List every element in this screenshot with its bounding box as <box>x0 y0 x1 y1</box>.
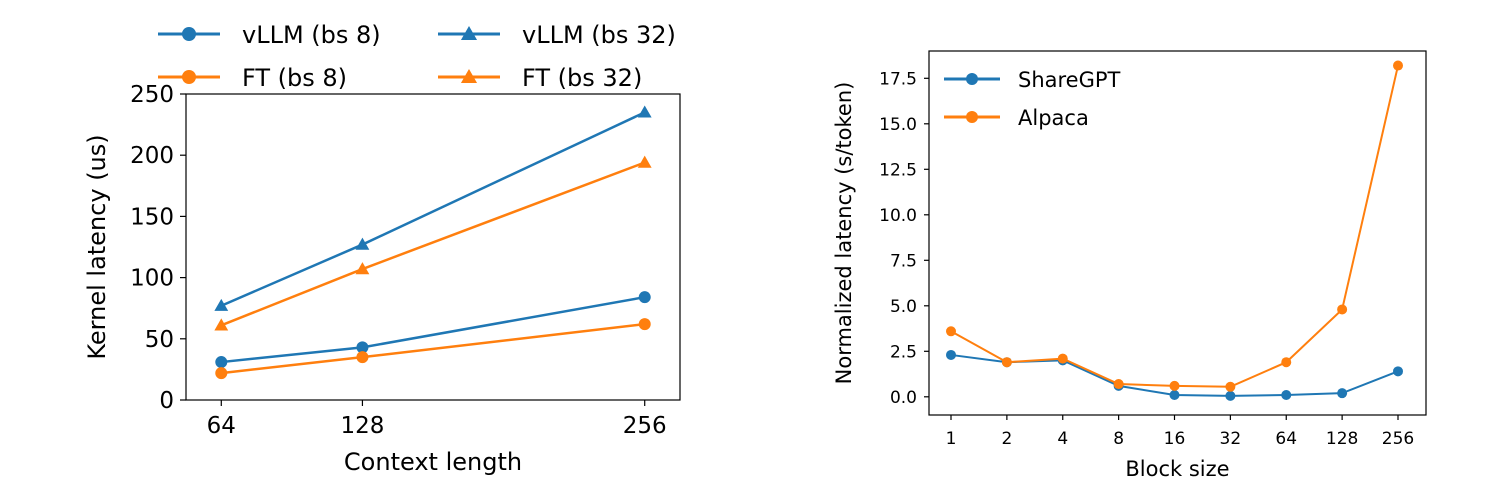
data-point <box>1001 357 1012 368</box>
y-tick-label: 5.0 <box>890 297 917 317</box>
legend-label: FT (bs 8) <box>242 64 347 92</box>
legend-marker <box>182 70 196 84</box>
x-axis-label: Context length <box>344 448 522 476</box>
y-tick-label: 200 <box>130 143 174 169</box>
legend-label: vLLM (bs 8) <box>242 21 381 49</box>
y-tick-label: 15.0 <box>879 115 917 135</box>
x-tick-label: 4 <box>1057 429 1068 449</box>
data-point <box>1393 366 1403 377</box>
plot-frame <box>185 93 681 401</box>
plot-frame <box>928 50 1427 416</box>
x-tick-label: 1 <box>946 429 957 449</box>
series-line <box>221 295 645 364</box>
data-point <box>1113 379 1124 390</box>
series-line <box>221 322 645 375</box>
data-point <box>1169 389 1180 400</box>
data-point <box>355 262 370 275</box>
data-point <box>638 291 651 304</box>
data-point <box>1393 60 1403 71</box>
legend-label: vLLM (bs 32) <box>522 21 676 49</box>
y-tick-label: 250 <box>130 82 174 108</box>
x-tick-label: 64 <box>1275 429 1297 449</box>
series-line <box>220 161 646 327</box>
data-point <box>946 326 956 337</box>
data-point <box>355 237 370 250</box>
y-tick-label: 7.5 <box>890 251 917 271</box>
data-point <box>356 341 369 354</box>
x-tick-label: 64 <box>207 413 236 439</box>
data-point <box>1337 388 1348 399</box>
y-tick-label: 12.5 <box>879 160 917 180</box>
y-tick-label: 50 <box>145 327 174 353</box>
data-point <box>1337 304 1348 315</box>
x-axis-label: Block size <box>1125 457 1229 481</box>
legend-marker <box>460 68 478 84</box>
data-point <box>215 356 228 369</box>
chart-normalized-latency: 0.0 2.5 5.0 7.5 10.0 12.5 15.0 17.5 1 2 4 8 16 32 64 12… <box>832 50 1427 481</box>
data-point <box>356 351 369 364</box>
y-tick-label: 0.0 <box>890 388 917 408</box>
legend-label: FT (bs 32) <box>522 64 642 92</box>
chart-kernel-latency: 0 50 100 150 200 250 64 128 256 Context length Ker… <box>83 21 681 476</box>
legend-label: ShareGPT <box>1018 68 1121 92</box>
data-point <box>637 155 652 168</box>
data-point <box>946 349 956 360</box>
y-tick-label: 0 <box>159 388 174 414</box>
legend-marker <box>182 27 196 41</box>
data-point <box>214 318 229 331</box>
x-tick-label: 16 <box>1164 429 1186 449</box>
legend-marker <box>966 73 978 85</box>
y-tick-label: 100 <box>130 266 174 292</box>
data-point <box>1281 357 1292 368</box>
data-point <box>1225 390 1236 401</box>
data-point <box>214 298 229 311</box>
x-tick-label: 256 <box>1382 429 1414 449</box>
legend-marker <box>460 25 478 41</box>
y-tick-label: 10.0 <box>879 206 917 226</box>
legend-label: Alpaca <box>1018 106 1089 130</box>
x-tick-label: 128 <box>340 413 384 439</box>
y-tick-label: 150 <box>130 204 174 230</box>
data-point <box>638 318 651 331</box>
x-tick-label: 128 <box>1326 429 1358 449</box>
data-point <box>1225 381 1236 392</box>
y-axis-label: Normalized latency (s/token) <box>832 82 856 385</box>
y-axis-label: Kernel latency (us) <box>83 134 111 359</box>
data-point <box>637 105 652 118</box>
x-tick-label: 32 <box>1220 429 1242 449</box>
data-point <box>1281 389 1292 400</box>
y-tick-label: 17.5 <box>879 69 917 89</box>
x-tick-label: 256 <box>623 413 667 439</box>
series-line <box>220 111 646 307</box>
legend-marker <box>966 111 978 123</box>
data-point <box>1169 380 1180 391</box>
y-tick-label: 2.5 <box>890 342 917 362</box>
data-point <box>1057 353 1068 364</box>
data-point <box>215 367 228 380</box>
x-tick-label: 8 <box>1113 429 1124 449</box>
x-tick-label: 2 <box>1001 429 1012 449</box>
